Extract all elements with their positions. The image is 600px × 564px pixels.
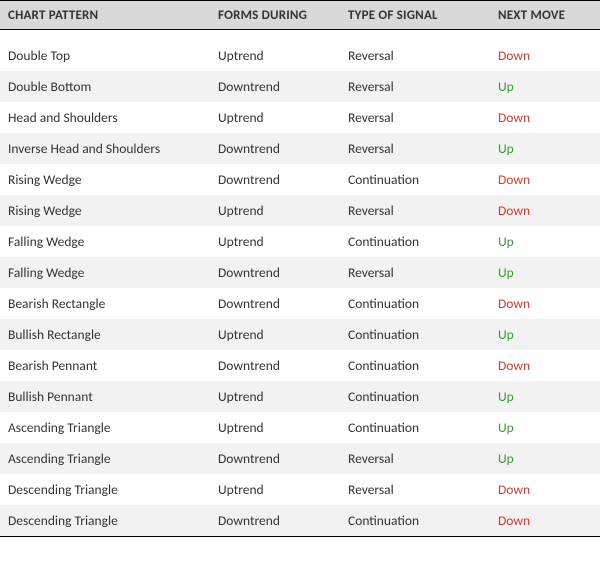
cell-forms-during: Downtrend (210, 505, 340, 537)
cell-forms-during: Downtrend (210, 133, 340, 164)
cell-next-move: Down (490, 164, 600, 195)
cell-forms-during: Downtrend (210, 71, 340, 102)
cell-next-move: Up (490, 443, 600, 474)
table-row: Falling WedgeUptrendContinuationUp (0, 226, 600, 257)
cell-forms-during: Uptrend (210, 319, 340, 350)
cell-next-move: Down (490, 350, 600, 381)
cell-pattern: Bullish Rectangle (0, 319, 210, 350)
cell-next-move: Down (490, 474, 600, 505)
cell-next-move: Down (490, 195, 600, 226)
cell-forms-during: Uptrend (210, 195, 340, 226)
cell-next-move: Up (490, 319, 600, 350)
cell-signal: Reversal (340, 102, 490, 133)
table-row: Bearish PennantDowntrendContinuationDown (0, 350, 600, 381)
table-row: Inverse Head and ShouldersDowntrendRever… (0, 133, 600, 164)
table-row: Rising WedgeUptrendReversalDown (0, 195, 600, 226)
cell-next-move: Down (490, 102, 600, 133)
cell-signal: Continuation (340, 412, 490, 443)
cell-signal: Reversal (340, 195, 490, 226)
cell-signal: Reversal (340, 474, 490, 505)
cell-forms-during: Uptrend (210, 40, 340, 71)
cell-signal: Continuation (340, 226, 490, 257)
cell-signal: Continuation (340, 381, 490, 412)
cell-next-move: Up (490, 381, 600, 412)
table-header-row: CHART PATTERN FORMS DURING TYPE OF SIGNA… (0, 1, 600, 30)
table-row: Descending TriangleDowntrendContinuation… (0, 505, 600, 537)
table-row: Bullish PennantUptrendContinuationUp (0, 381, 600, 412)
cell-pattern: Ascending Triangle (0, 412, 210, 443)
cell-signal: Reversal (340, 443, 490, 474)
cell-pattern: Ascending Triangle (0, 443, 210, 474)
cell-pattern: Bullish Pennant (0, 381, 210, 412)
cell-forms-during: Downtrend (210, 288, 340, 319)
cell-pattern: Falling Wedge (0, 257, 210, 288)
table-row: Ascending TriangleUptrendContinuationUp (0, 412, 600, 443)
table-row: Bearish RectangleDowntrendContinuationDo… (0, 288, 600, 319)
cell-next-move: Down (490, 288, 600, 319)
cell-pattern: Bearish Rectangle (0, 288, 210, 319)
table-row: Double TopUptrendReversalDown (0, 40, 600, 71)
cell-forms-during: Uptrend (210, 102, 340, 133)
cell-forms-during: Downtrend (210, 257, 340, 288)
cell-pattern: Falling Wedge (0, 226, 210, 257)
cell-forms-during: Uptrend (210, 381, 340, 412)
cell-signal: Continuation (340, 319, 490, 350)
cell-next-move: Up (490, 257, 600, 288)
cell-signal: Continuation (340, 505, 490, 537)
cell-signal: Continuation (340, 288, 490, 319)
col-header-nextmove: NEXT MOVE (490, 1, 600, 30)
cell-forms-during: Downtrend (210, 164, 340, 195)
cell-next-move: Up (490, 412, 600, 443)
cell-forms-during: Uptrend (210, 474, 340, 505)
col-header-forms: FORMS DURING (210, 1, 340, 30)
cell-signal: Continuation (340, 164, 490, 195)
cell-next-move: Up (490, 133, 600, 164)
table-row: Rising WedgeDowntrendContinuationDown (0, 164, 600, 195)
cell-signal: Reversal (340, 257, 490, 288)
cell-signal: Reversal (340, 133, 490, 164)
col-header-signal: TYPE OF SIGNAL (340, 1, 490, 30)
cell-pattern: Head and Shoulders (0, 102, 210, 133)
cell-next-move: Up (490, 226, 600, 257)
cell-signal: Reversal (340, 40, 490, 71)
cell-pattern: Double Top (0, 40, 210, 71)
cell-pattern: Double Bottom (0, 71, 210, 102)
cell-forms-during: Uptrend (210, 226, 340, 257)
cell-forms-during: Downtrend (210, 443, 340, 474)
cell-signal: Continuation (340, 350, 490, 381)
cell-pattern: Inverse Head and Shoulders (0, 133, 210, 164)
cell-pattern: Rising Wedge (0, 195, 210, 226)
cell-pattern: Descending Triangle (0, 474, 210, 505)
cell-next-move: Down (490, 40, 600, 71)
table-row: Head and ShouldersUptrendReversalDown (0, 102, 600, 133)
cell-pattern: Descending Triangle (0, 505, 210, 537)
cell-pattern: Rising Wedge (0, 164, 210, 195)
table-row: Descending TriangleUptrendReversalDown (0, 474, 600, 505)
chart-pattern-table-wrap: CHART PATTERN FORMS DURING TYPE OF SIGNA… (0, 0, 600, 537)
table-row: Double BottomDowntrendReversalUp (0, 71, 600, 102)
cell-forms-during: Downtrend (210, 350, 340, 381)
cell-forms-during: Uptrend (210, 412, 340, 443)
cell-signal: Reversal (340, 71, 490, 102)
cell-next-move: Up (490, 71, 600, 102)
col-header-pattern: CHART PATTERN (0, 1, 210, 30)
table-row: Ascending TriangleDowntrendReversalUp (0, 443, 600, 474)
cell-next-move: Down (490, 505, 600, 537)
table-row: Falling WedgeDowntrendReversalUp (0, 257, 600, 288)
cell-pattern: Bearish Pennant (0, 350, 210, 381)
chart-pattern-table: CHART PATTERN FORMS DURING TYPE OF SIGNA… (0, 0, 600, 537)
table-row: Bullish RectangleUptrendContinuationUp (0, 319, 600, 350)
